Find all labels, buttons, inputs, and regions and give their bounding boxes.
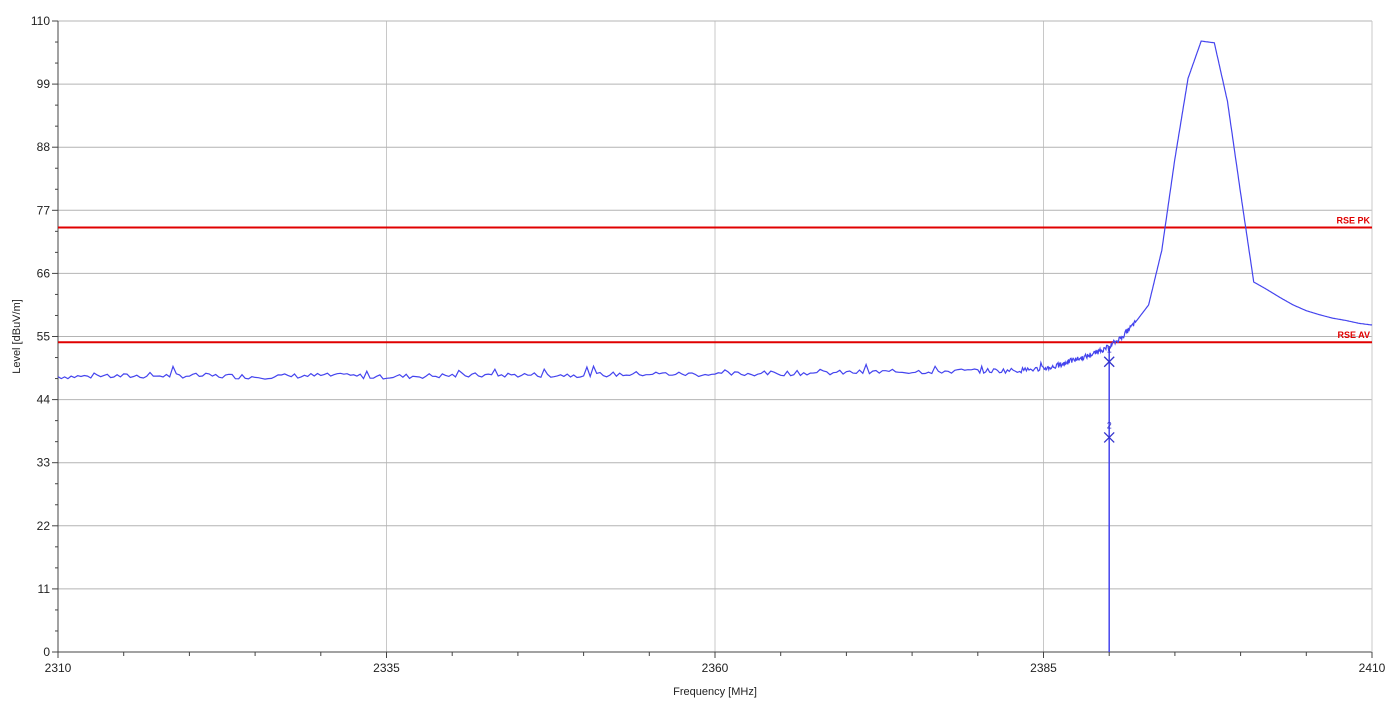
markers: 12 (1103, 345, 1115, 443)
minor-ticks (52, 20, 1373, 658)
trace-series (57, 40, 1373, 652)
y-axis-title: Level [dBuV/m] (11, 299, 23, 374)
trace-line (57, 40, 1373, 380)
x-tick-label: 2360 (702, 661, 729, 675)
horizontal-gridlines (58, 20, 1372, 590)
x-tick-label: 2335 (373, 661, 400, 675)
x-axis-title: Frequency [MHz] (673, 686, 757, 698)
y-tick-label: 110 (31, 14, 50, 28)
limit-label: RSE AV (1337, 330, 1370, 340)
x-tick-label: 2310 (45, 661, 72, 675)
y-tick-label: 44 (37, 393, 51, 407)
marker-x (1103, 356, 1115, 368)
marker-label: 1 (1107, 345, 1112, 355)
y-axis-tick-labels: 0 11 22 33 44 55 66 77 88 99 110 (31, 14, 50, 659)
y-tick-label: 0 (43, 645, 50, 659)
y-tick-label: 99 (37, 77, 51, 91)
y-tick-label: 22 (37, 519, 51, 533)
marker-label: 2 (1107, 420, 1112, 430)
marker-x (1103, 432, 1115, 443)
x-axis-tick-labels: 2310 2335 2360 2385 2410 (45, 661, 1386, 675)
x-tick-label: 2410 (1359, 661, 1386, 675)
y-tick-label: 88 (37, 140, 51, 154)
limit-lines: RSE PK RSE AV (58, 216, 1372, 344)
x-tick-label: 2385 (1030, 661, 1057, 675)
y-tick-label: 11 (38, 582, 51, 596)
limit-label: RSE PK (1336, 216, 1370, 226)
y-tick-label: 77 (37, 203, 51, 217)
y-tick-label: 55 (37, 330, 51, 344)
y-tick-label: 66 (37, 266, 51, 280)
y-tick-label: 33 (37, 456, 51, 470)
